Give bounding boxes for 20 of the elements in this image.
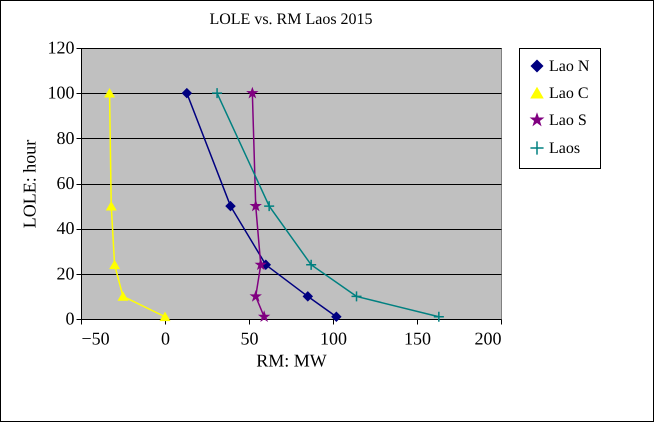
legend-label: Lao C: [549, 85, 589, 102]
y-tick-label: 60: [56, 173, 74, 193]
x-tick-label: 0: [161, 328, 170, 348]
x-tick-label: 50: [240, 328, 258, 348]
legend-label: Laos: [549, 140, 580, 157]
y-axis-title: LOLE: hour: [20, 140, 40, 228]
x-tick-label: 100: [320, 328, 347, 348]
x-tick-label: 200: [474, 328, 502, 348]
chart-title: LOLE vs. RM Laos 2015: [209, 11, 373, 28]
y-tick-label: 100: [48, 82, 74, 103]
y-tick-label: 40: [56, 218, 74, 238]
legend-label: Lao S: [549, 112, 587, 129]
y-tick-label: 80: [56, 128, 74, 148]
x-tick-label: 150: [404, 328, 431, 348]
y-tick-label: 0: [66, 308, 74, 328]
x-axis-title: RM: MW: [256, 350, 327, 370]
y-tick-label: 20: [56, 263, 74, 284]
y-tick-label: 120: [48, 38, 74, 58]
legend-label: Lao N: [549, 58, 590, 75]
x-tick-label: −50: [82, 328, 110, 348]
